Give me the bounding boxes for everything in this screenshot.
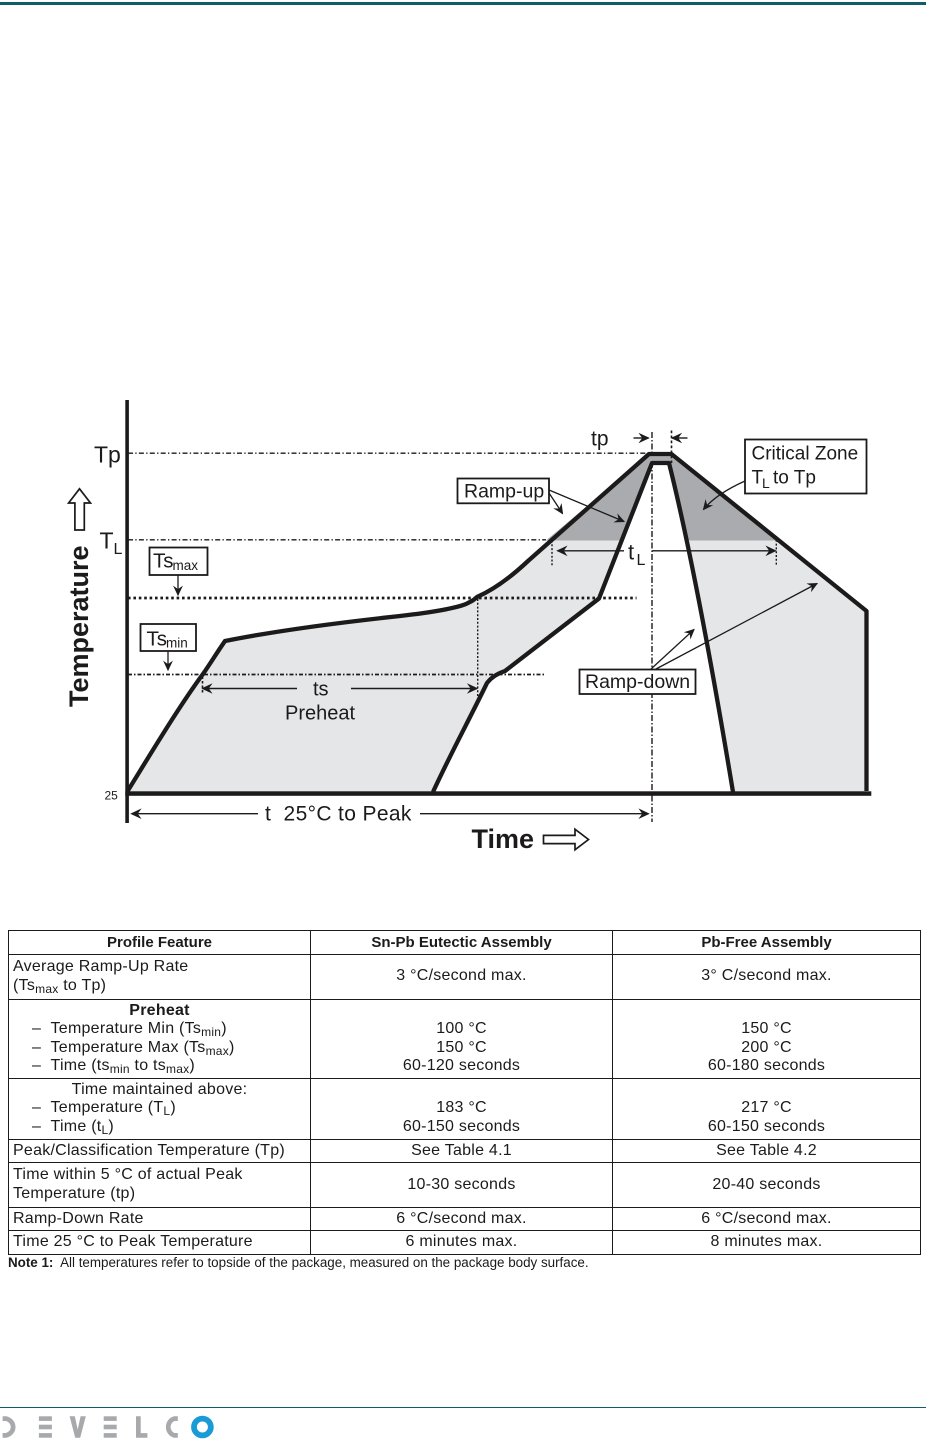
svg-text:Time: Time [472, 824, 535, 854]
svg-text:L: L [637, 552, 646, 569]
svg-text:Tp: Tp [94, 441, 121, 467]
svg-text:Critical Zone: Critical Zone [752, 444, 859, 465]
svg-text:ts: ts [313, 679, 329, 701]
svg-text:25: 25 [105, 789, 119, 803]
svg-text:t 25°C to Peak: t 25°C to Peak [265, 803, 412, 826]
svg-text:T: T [752, 468, 764, 489]
svg-text:Ramp-down: Ramp-down [585, 671, 690, 693]
svg-text:Ramp-up: Ramp-up [464, 481, 544, 503]
svg-text:L: L [114, 541, 123, 558]
svg-text:Temperature: Temperature [64, 545, 94, 707]
svg-text:max: max [173, 558, 199, 573]
svg-text:Ts: Ts [153, 550, 174, 573]
svg-text:Preheat: Preheat [285, 703, 355, 725]
svg-text:min: min [166, 636, 188, 651]
svg-text:to Tp: to Tp [773, 468, 816, 489]
svg-text:tp: tp [591, 428, 609, 451]
svg-text:Ts: Ts [147, 628, 168, 651]
svg-text:t: t [628, 540, 634, 565]
svg-text:L: L [762, 475, 770, 491]
svg-text:T: T [100, 528, 114, 554]
